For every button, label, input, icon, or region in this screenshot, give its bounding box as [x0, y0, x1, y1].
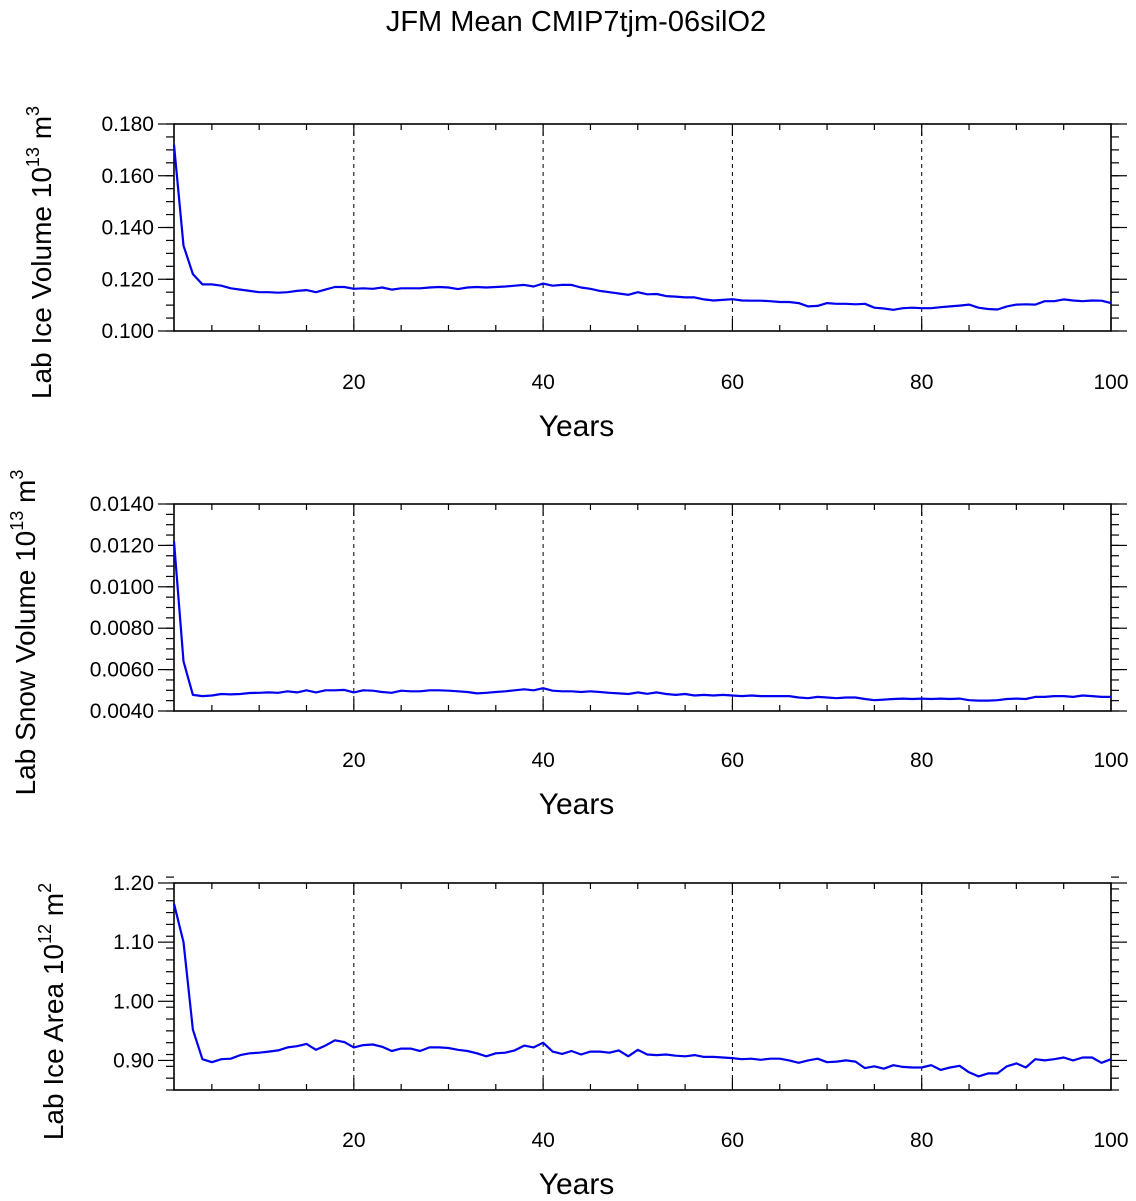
panel-2: 0.0040 0.0060 0.0080 0.0100 0.0120 0.0140 20 40… — [7, 470, 1129, 821]
y-unit-superscript: 3 — [23, 106, 43, 116]
panel-1: 0.100 0.120 0.140 0.160 0.180 20 40 60 80 100 Year… — [23, 106, 1129, 443]
y-tick-label: 0.180 — [101, 113, 154, 136]
series-line — [172, 144, 1112, 311]
y-tick-label: 0.0080 — [90, 617, 154, 640]
y-tick-label: 0.0060 — [90, 659, 154, 682]
y-tick-label: 0.90 — [113, 1049, 154, 1072]
y-tick-label: 0.120 — [101, 268, 154, 291]
x-axis-label: Years — [539, 410, 615, 443]
figure-title: JFM Mean CMIP7tjm-06silO2 — [386, 6, 766, 38]
y-unit-superscript: 12 — [35, 924, 55, 944]
x-tick-label: 100 — [1093, 749, 1128, 772]
y-tick-label: 0.160 — [101, 165, 154, 188]
x-tick-label: 40 — [531, 1129, 554, 1152]
y-axis-label: Lab Snow Volume 1013 m3 — [7, 470, 41, 796]
y-tick-label: 1.10 — [113, 931, 154, 954]
y-unit-superscript: 13 — [23, 147, 43, 167]
x-axis-label: Years — [539, 1168, 615, 1201]
plot-frame — [173, 123, 1112, 332]
x-tick-label: 20 — [342, 371, 365, 394]
plot-frame — [173, 882, 1112, 1091]
y-unit-text: m — [26, 116, 57, 147]
y-label-text: Lab Ice Volume 10 — [26, 167, 57, 399]
y-label-text: Lab Snow Volume 10 — [10, 531, 41, 796]
panel-3: 0.90 1.00 1.10 1.20 20 40 60 80 100 Years Lab Ice … — [35, 872, 1129, 1201]
x-tick-label: 60 — [721, 1129, 744, 1152]
y-tick-label: 0.140 — [101, 217, 154, 240]
y-unit-text: m — [10, 480, 41, 511]
y-unit-text: m — [38, 893, 69, 924]
x-axis-label: Years — [539, 788, 615, 821]
series-line — [172, 903, 1112, 1078]
panels: 0.100 0.120 0.140 0.160 0.180 20 40 60 80 100 Year… — [7, 106, 1129, 1201]
y-tick-label: 0.100 — [101, 320, 154, 343]
x-tick-label: 40 — [531, 371, 554, 394]
y-tick-label: 0.0040 — [90, 700, 154, 723]
x-tick-label: 60 — [721, 371, 744, 394]
x-tick-label: 100 — [1093, 371, 1128, 394]
x-tick-label: 80 — [910, 749, 933, 772]
x-tick-label: 20 — [342, 749, 365, 772]
y-unit-superscript: 2 — [35, 883, 55, 893]
y-axis-label: Lab Ice Volume 1013 m3 — [23, 106, 57, 399]
y-tick-label: 0.0120 — [90, 534, 154, 557]
y-axis-label: Lab Ice Area 1012 m2 — [35, 883, 69, 1140]
y-unit-superscript: 13 — [7, 511, 27, 531]
x-tick-label: 20 — [342, 1129, 365, 1152]
y-tick-label: 1.20 — [113, 872, 154, 895]
plot-frame — [173, 503, 1112, 712]
y-tick-label: 0.0100 — [90, 576, 154, 599]
x-tick-label: 80 — [910, 1129, 933, 1152]
series-line — [172, 541, 1111, 702]
y-tick-label: 1.00 — [113, 990, 154, 1013]
x-tick-label: 60 — [721, 749, 744, 772]
x-tick-label: 80 — [910, 371, 933, 394]
y-unit-superscript: 3 — [7, 470, 27, 480]
x-tick-label: 40 — [531, 749, 554, 772]
x-tick-label: 100 — [1093, 1129, 1128, 1152]
y-tick-label: 0.0140 — [90, 493, 154, 516]
y-label-text: Lab Ice Area 10 — [38, 944, 69, 1140]
